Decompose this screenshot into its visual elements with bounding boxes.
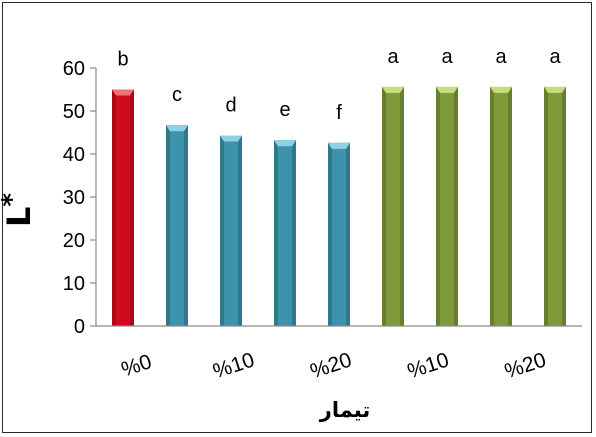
bar-letter-label: a	[441, 46, 453, 68]
x-category-label: %10	[210, 348, 257, 383]
bar-letters: b c d e f a a a a	[117, 46, 561, 124]
bar-letter-label: e	[279, 99, 290, 121]
bar-letter-label: b	[117, 49, 128, 71]
bar-edge	[166, 125, 170, 326]
bar-edge	[292, 140, 296, 326]
bar-edge	[508, 86, 512, 326]
bar-edge	[490, 86, 494, 326]
bar-body	[490, 86, 512, 326]
y-tick-label: 40	[63, 144, 85, 166]
bar	[220, 135, 242, 326]
bar-body	[436, 86, 458, 326]
bar-body	[274, 140, 296, 326]
bar-body	[382, 86, 404, 326]
y-tick-label: 60	[63, 58, 85, 80]
bar-body	[166, 125, 188, 326]
bar	[544, 86, 566, 326]
bar-edge	[544, 86, 548, 326]
bar-cap	[328, 142, 350, 149]
bar	[328, 142, 350, 326]
bar-cap	[166, 125, 188, 132]
bar-letter-label: d	[225, 95, 236, 117]
bar-cap	[112, 89, 134, 96]
bar	[274, 140, 296, 326]
bar-letter-label: c	[172, 84, 182, 106]
x-category-label: %20	[502, 348, 549, 383]
x-axis-title: تیمار	[319, 398, 371, 422]
y-tick-label: 20	[63, 230, 85, 252]
bars-layer	[112, 86, 566, 326]
x-category-label: %20	[307, 348, 354, 383]
bar-edge	[130, 89, 134, 326]
bar	[112, 89, 134, 326]
bar-edge	[274, 140, 278, 326]
bar-cap	[220, 135, 242, 142]
bar	[490, 86, 512, 326]
bar	[166, 125, 188, 326]
bar-cap	[490, 86, 512, 93]
bar-edge	[436, 86, 440, 326]
y-tick-label: 30	[63, 187, 85, 209]
bar	[436, 86, 458, 326]
bar-cap	[382, 86, 404, 93]
bar-cap	[436, 86, 458, 93]
bar-body	[112, 89, 134, 326]
bar-edge	[382, 86, 386, 326]
x-category-label: %0	[119, 350, 155, 381]
bar-letter-label: a	[495, 46, 507, 68]
bar-edge	[562, 86, 566, 326]
bar	[382, 86, 404, 326]
bar-cap	[544, 86, 566, 93]
bar-edge	[220, 135, 224, 326]
bar-letter-label: a	[387, 46, 399, 68]
bar-edge	[112, 89, 116, 326]
bar-letter-label: a	[549, 46, 561, 68]
bar-edge	[184, 125, 188, 326]
bar-edge	[400, 86, 404, 326]
y-ticks: 0 10 20 30 40 50 60	[63, 58, 96, 338]
y-tick-label: 0	[74, 316, 85, 338]
bar-cap	[274, 140, 296, 147]
y-tick-label: 10	[63, 273, 85, 295]
chart-frame	[2, 2, 592, 433]
x-category-label: %10	[405, 348, 452, 383]
x-category-labels: %0 %10 %20 %10 %20	[119, 348, 549, 383]
bar-body	[544, 86, 566, 326]
bar-edge	[454, 86, 458, 326]
bar-body	[328, 142, 350, 326]
bar-edge	[328, 142, 332, 326]
y-axis-title: L*	[0, 193, 38, 227]
bar-body	[220, 135, 242, 326]
bar-letter-label: f	[336, 102, 342, 124]
y-tick-label: 50	[63, 101, 85, 123]
bar-edge	[346, 142, 350, 326]
bar-edge	[238, 135, 242, 326]
